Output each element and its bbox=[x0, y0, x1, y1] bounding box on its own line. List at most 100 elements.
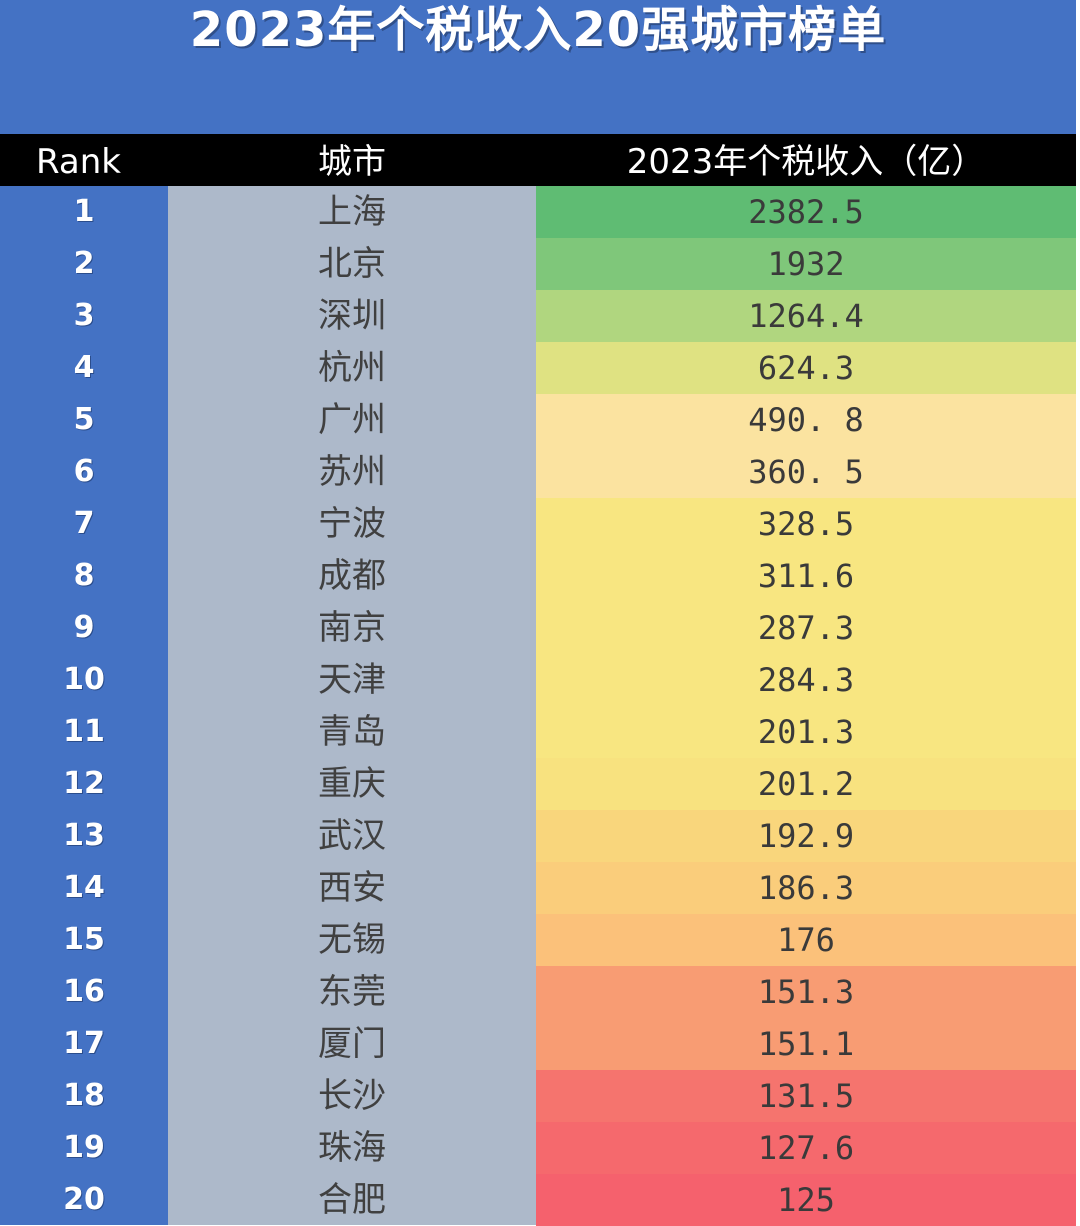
table-row: 5 广州 490. 8 bbox=[0, 394, 1076, 446]
tax-income-value: 151.1 bbox=[757, 1025, 855, 1063]
table-row: 9 南京 287.3 bbox=[0, 602, 1076, 654]
tax-income-cell: 192.9 bbox=[536, 810, 1076, 862]
table-row: 15 无锡 176 bbox=[0, 914, 1076, 966]
rank-cell: 14 bbox=[63, 870, 105, 905]
column-header-city: 城市 bbox=[318, 142, 386, 182]
city-cell: 重庆 bbox=[318, 764, 386, 804]
table-header: Rank 城市 2023年个税收入（亿） bbox=[0, 134, 1076, 186]
tax-income-cell: 287.3 bbox=[536, 602, 1076, 654]
city-cell: 苏州 bbox=[318, 452, 386, 492]
column-header-tax-income: 2023年个税收入（亿） bbox=[626, 142, 986, 182]
tax-income-value: 151.3 bbox=[757, 973, 855, 1011]
tax-income-cell: 1264.4 bbox=[536, 290, 1076, 342]
tax-income-value: 360. 5 bbox=[748, 453, 864, 491]
rank-cell: 1 bbox=[73, 194, 95, 229]
rank-cell: 17 bbox=[63, 1026, 105, 1061]
tax-income-cell: 490. 8 bbox=[536, 394, 1076, 446]
table-row: 11 青岛 201.3 bbox=[0, 706, 1076, 758]
rank-cell: 13 bbox=[63, 818, 105, 853]
table-row: 20 合肥 125 bbox=[0, 1174, 1076, 1226]
city-cell: 长沙 bbox=[318, 1076, 386, 1116]
table-row: 12 重庆 201.2 bbox=[0, 758, 1076, 810]
tax-income-cell: 131.5 bbox=[536, 1070, 1076, 1122]
rank-cell: 4 bbox=[73, 350, 95, 385]
tax-income-cell: 176 bbox=[536, 914, 1076, 966]
tax-income-value: 176 bbox=[777, 921, 835, 959]
rank-column-background bbox=[0, 186, 168, 1225]
table-row: 8 成都 311.6 bbox=[0, 550, 1076, 602]
tax-income-value: 2382.5 bbox=[748, 193, 864, 231]
city-cell: 广州 bbox=[318, 400, 386, 440]
tax-income-value: 624.3 bbox=[757, 349, 855, 387]
tax-income-value: 287.3 bbox=[757, 609, 855, 647]
city-cell: 南京 bbox=[318, 608, 386, 648]
rank-cell: 12 bbox=[63, 766, 105, 801]
city-column-background bbox=[168, 186, 536, 1225]
rank-cell: 5 bbox=[73, 402, 95, 437]
tax-income-cell: 311.6 bbox=[536, 550, 1076, 602]
city-cell: 东莞 bbox=[318, 972, 386, 1012]
tax-income-cell: 2382.5 bbox=[536, 186, 1076, 238]
rank-cell: 19 bbox=[63, 1130, 105, 1165]
city-cell: 西安 bbox=[318, 868, 386, 908]
rank-cell: 18 bbox=[63, 1078, 105, 1113]
table-row: 19 珠海 127.6 bbox=[0, 1122, 1076, 1174]
rank-cell: 9 bbox=[73, 610, 95, 645]
rank-cell: 8 bbox=[73, 558, 95, 593]
tax-income-value: 125 bbox=[777, 1181, 835, 1219]
tax-income-cell: 186.3 bbox=[536, 862, 1076, 914]
tax-income-value: 284.3 bbox=[757, 661, 855, 699]
rank-cell: 20 bbox=[63, 1182, 105, 1217]
table-row: 7 宁波 328.5 bbox=[0, 498, 1076, 550]
table-row: 6 苏州 360. 5 bbox=[0, 446, 1076, 498]
tax-income-cell: 201.2 bbox=[536, 758, 1076, 810]
city-cell: 厦门 bbox=[318, 1024, 386, 1064]
tax-income-cell: 201.3 bbox=[536, 706, 1076, 758]
rank-cell: 7 bbox=[73, 506, 95, 541]
city-cell: 宁波 bbox=[318, 504, 386, 544]
rank-cell: 2 bbox=[73, 246, 95, 281]
tax-income-cell: 127.6 bbox=[536, 1122, 1076, 1174]
tax-income-cell: 151.1 bbox=[536, 1018, 1076, 1070]
tax-income-value: 201.3 bbox=[757, 713, 855, 751]
city-cell: 上海 bbox=[318, 192, 386, 232]
city-cell: 深圳 bbox=[318, 296, 386, 336]
tax-income-value: 490. 8 bbox=[748, 401, 864, 439]
page-title: 2023年个税收入20强城市榜单 bbox=[189, 2, 887, 58]
city-cell: 天津 bbox=[318, 660, 386, 700]
table-row: 1 上海 2382.5 bbox=[0, 186, 1076, 238]
tax-income-cell: 360. 5 bbox=[536, 446, 1076, 498]
city-cell: 无锡 bbox=[318, 920, 386, 960]
column-header-rank: Rank bbox=[36, 142, 121, 182]
rank-cell: 10 bbox=[63, 662, 105, 697]
city-cell: 珠海 bbox=[318, 1128, 386, 1168]
tax-income-cell: 624.3 bbox=[536, 342, 1076, 394]
tax-income-cell: 125 bbox=[536, 1174, 1076, 1226]
tax-income-value: 131.5 bbox=[757, 1077, 855, 1115]
tax-income-value: 1264.4 bbox=[748, 297, 864, 335]
tax-income-value: 192.9 bbox=[757, 817, 855, 855]
rank-cell: 15 bbox=[63, 922, 105, 957]
city-cell: 北京 bbox=[318, 244, 386, 284]
city-cell: 合肥 bbox=[318, 1180, 386, 1220]
tax-income-cell: 284.3 bbox=[536, 654, 1076, 706]
table-row: 2 北京 1932 bbox=[0, 238, 1076, 290]
table-row: 4 杭州 624.3 bbox=[0, 342, 1076, 394]
tax-income-value: 328.5 bbox=[757, 505, 855, 543]
city-cell: 杭州 bbox=[318, 348, 386, 388]
tax-income-value: 127.6 bbox=[757, 1129, 855, 1167]
tax-income-value: 311.6 bbox=[757, 557, 855, 595]
table-row: 3 深圳 1264.4 bbox=[0, 290, 1076, 342]
tax-income-value: 1932 bbox=[767, 245, 845, 283]
table-row: 14 西安 186.3 bbox=[0, 862, 1076, 914]
table-row: 18 长沙 131.5 bbox=[0, 1070, 1076, 1122]
city-cell: 成都 bbox=[318, 556, 386, 596]
title-band: 2023年个税收入20强城市榜单 bbox=[0, 0, 1076, 134]
rank-cell: 6 bbox=[73, 454, 95, 489]
tax-income-cell: 1932 bbox=[536, 238, 1076, 290]
rank-cell: 11 bbox=[63, 714, 105, 749]
city-cell: 青岛 bbox=[318, 712, 386, 752]
table-row: 13 武汉 192.9 bbox=[0, 810, 1076, 862]
rank-cell: 3 bbox=[73, 298, 95, 333]
